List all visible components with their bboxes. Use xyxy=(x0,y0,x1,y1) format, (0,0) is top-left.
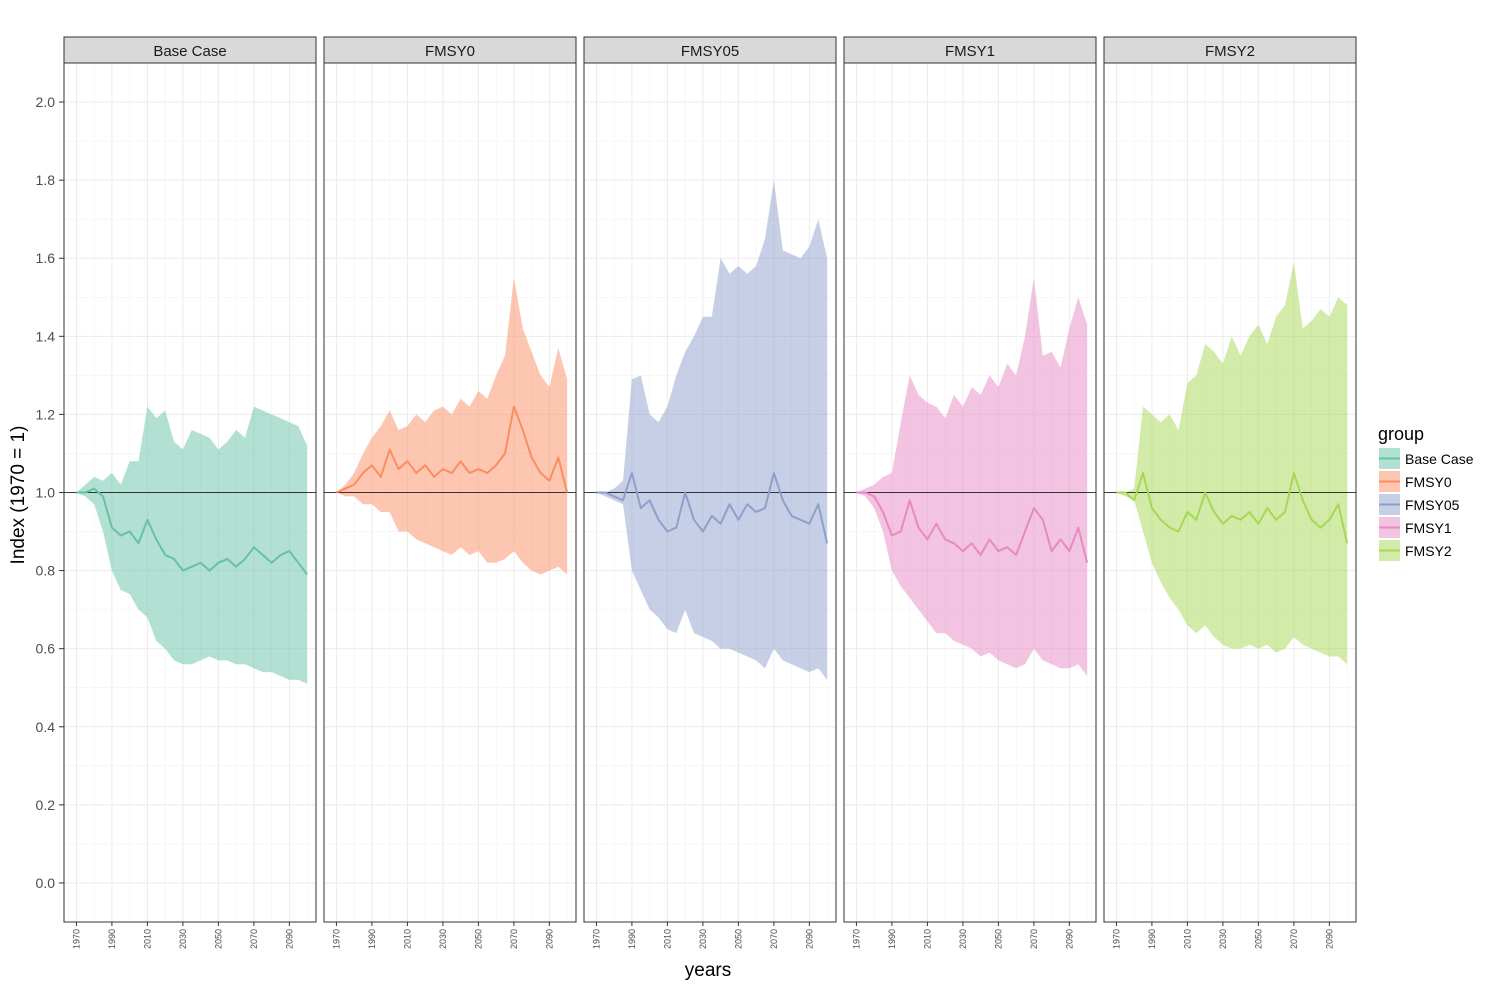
legend-label: FMSY05 xyxy=(1405,497,1460,513)
panel-border xyxy=(583,62,837,923)
legend-item: Base Case xyxy=(1379,448,1474,469)
facet-strip xyxy=(583,36,837,64)
facet-panel: FMSY1 1970 1990 2010 2030 2050 2070 2090 xyxy=(843,36,1097,949)
x-tick-label: 1990 xyxy=(1147,929,1157,949)
legend-label: FMSY1 xyxy=(1405,520,1452,536)
legend-item: FMSY2 xyxy=(1379,540,1452,561)
legend-label: Base Case xyxy=(1405,451,1474,467)
x-tick-label: 2070 xyxy=(1289,929,1299,949)
y-axis-title: Index (1970 = 1) xyxy=(8,426,29,565)
x-tick-label: 2010 xyxy=(662,929,672,949)
x-tick-label: 1970 xyxy=(331,929,341,949)
legend-item: FMSY0 xyxy=(1379,471,1452,492)
x-tick-label: 1990 xyxy=(627,929,637,949)
uncertainty-ribbon xyxy=(856,277,1088,676)
median-line xyxy=(335,405,569,494)
x-tick-label: 2010 xyxy=(402,929,412,949)
x-tick-label: 2030 xyxy=(958,929,968,949)
x-tick-label: 2090 xyxy=(1324,929,1334,949)
x-tick-label: 2050 xyxy=(1253,929,1263,949)
y-tick-label: 0.0 xyxy=(36,875,56,891)
facet-strip-label: Base Case xyxy=(153,43,226,60)
x-tick-label: 1990 xyxy=(887,929,897,949)
x-tick-label: 1970 xyxy=(1111,929,1121,949)
y-tick-label: 2.0 xyxy=(36,94,56,110)
y-tick-label: 0.4 xyxy=(36,719,56,735)
panel-border xyxy=(323,62,577,923)
facet-strip-label: FMSY2 xyxy=(1205,43,1255,60)
median-line xyxy=(856,491,1089,564)
panel-border xyxy=(843,62,1097,923)
legend-label: FMSY2 xyxy=(1405,543,1452,559)
x-tick-label: 2090 xyxy=(544,929,554,949)
x-tick-label: 2090 xyxy=(1064,929,1074,949)
legend-label: FMSY0 xyxy=(1405,474,1452,490)
x-tick-label: 2070 xyxy=(249,929,259,949)
facet-strip-label: FMSY05 xyxy=(681,43,739,60)
x-tick-label: 2010 xyxy=(1182,929,1192,949)
y-tick-label: 0.6 xyxy=(36,641,56,657)
x-tick-label: 2050 xyxy=(733,929,743,949)
y-tick-label: 1.0 xyxy=(36,485,56,501)
x-tick-label: 2050 xyxy=(213,929,223,949)
x-tick-label: 2030 xyxy=(1218,929,1228,949)
x-tick-label: 2070 xyxy=(769,929,779,949)
x-tick-label: 2050 xyxy=(473,929,483,949)
x-tick-label: 2050 xyxy=(993,929,1003,949)
x-tick-label: 1990 xyxy=(107,929,117,949)
uncertainty-ribbon xyxy=(76,406,308,684)
y-tick-label: 1.2 xyxy=(36,406,56,422)
y-tick-label: 0.2 xyxy=(36,797,56,813)
facet-panel: FMSY05 1970 1990 2010 2030 2050 2070 2090 xyxy=(583,36,837,949)
x-tick-label: 1990 xyxy=(367,929,377,949)
facet-strip xyxy=(1103,36,1357,64)
legend-item: FMSY05 xyxy=(1379,494,1460,515)
x-tick-label: 2030 xyxy=(698,929,708,949)
y-tick-label: 1.8 xyxy=(36,172,56,188)
facet-strip xyxy=(843,36,1097,64)
x-tick-label: 1970 xyxy=(71,929,81,949)
y-axis: 0.0 0.2 0.4 0.6 0.8 1.0 1.2 1.4 1.6 1.8 2.0 xyxy=(36,94,64,891)
legend-item: FMSY1 xyxy=(1379,517,1452,538)
median-line xyxy=(1116,472,1349,544)
x-axis-title: years xyxy=(685,960,731,981)
facet-strip xyxy=(63,36,317,64)
uncertainty-ribbon xyxy=(596,180,828,680)
x-tick-label: 2030 xyxy=(438,929,448,949)
x-tick-label: 2090 xyxy=(804,929,814,949)
facet-panel: Base Case 1970 1990 2010 2030 2050 2070 2090 xyxy=(63,36,317,949)
x-tick-label: 1970 xyxy=(851,929,861,949)
y-tick-label: 1.4 xyxy=(36,328,56,344)
y-tick-label: 0.8 xyxy=(36,563,56,579)
x-tick-label: 2090 xyxy=(284,929,294,949)
uncertainty-ribbon xyxy=(1116,262,1348,665)
legend-title: group xyxy=(1378,424,1424,444)
facet-strip-label: FMSY0 xyxy=(425,43,475,60)
facet-strip-label: FMSY1 xyxy=(945,43,995,60)
x-tick-label: 2070 xyxy=(509,929,519,949)
facet-panel: FMSY0 1970 1990 2010 2030 2050 2070 2090 xyxy=(323,36,577,949)
x-tick-label: 1970 xyxy=(591,929,601,949)
uncertainty-ribbon xyxy=(336,277,568,575)
x-tick-label: 2030 xyxy=(178,929,188,949)
panel-border xyxy=(1103,62,1357,923)
facet-panel: FMSY2 1970 1990 2010 2030 2050 2070 2090 xyxy=(1103,36,1357,949)
y-tick-label: 1.6 xyxy=(36,250,56,266)
median-line xyxy=(76,487,308,576)
x-tick-label: 2070 xyxy=(1029,929,1039,949)
median-line xyxy=(596,472,829,544)
x-tick-label: 2010 xyxy=(142,929,152,949)
legend: group Base Case FMSY0 FMSY05 FMSY1 FMSY2 xyxy=(1378,424,1474,561)
x-tick-label: 2010 xyxy=(922,929,932,949)
